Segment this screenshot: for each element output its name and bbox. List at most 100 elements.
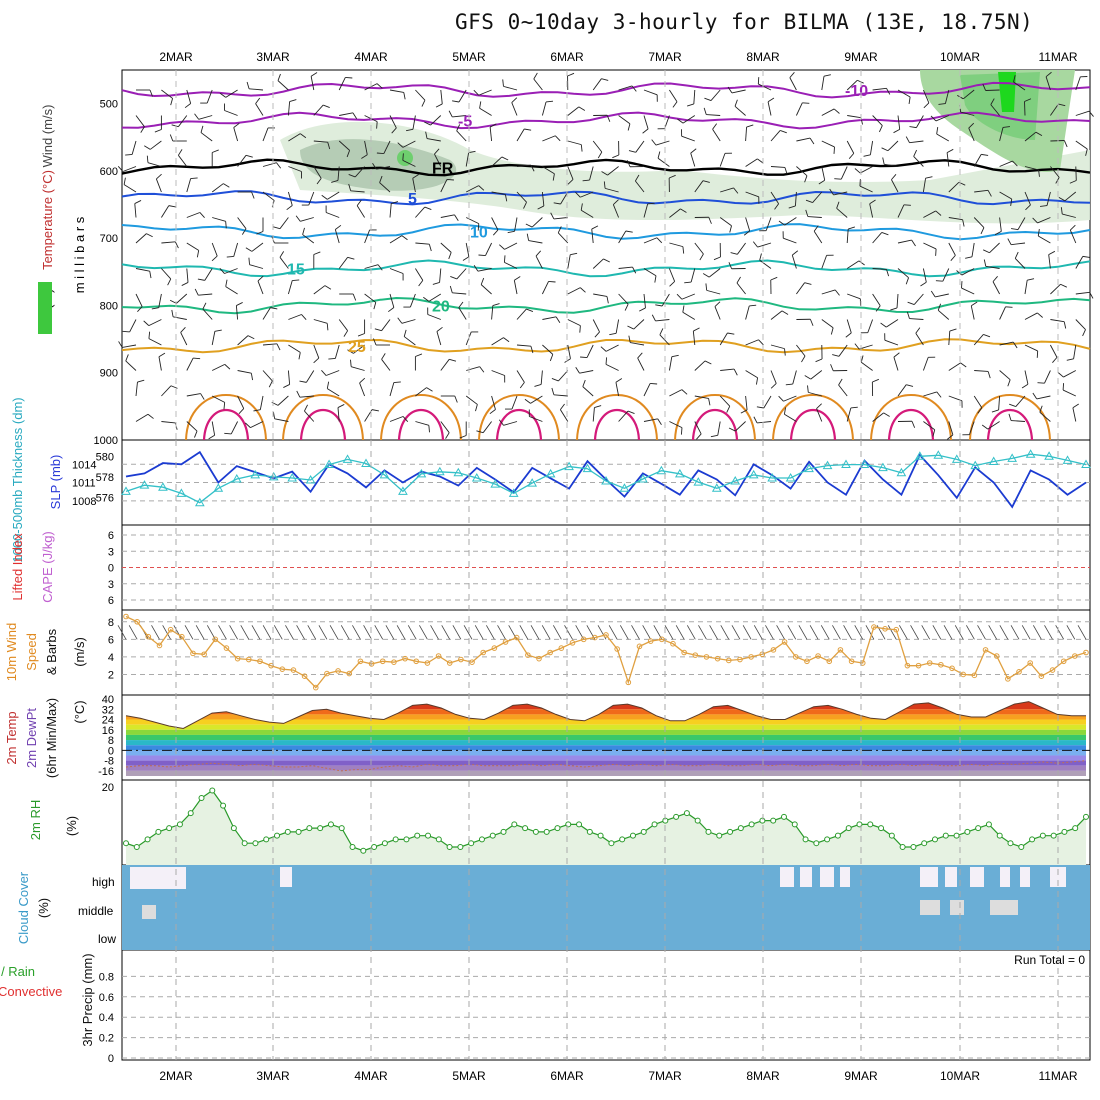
rh2m-point — [371, 843, 378, 850]
wind10m-barb — [664, 625, 674, 640]
barb-flag — [171, 309, 174, 317]
barb — [1075, 291, 1090, 295]
chart-title: GFS 0~10day 3-hourly for BILMA (13E, 18.… — [455, 10, 1034, 34]
barb — [389, 382, 395, 397]
barb — [893, 356, 899, 371]
barb-flag — [177, 149, 183, 156]
barb — [1064, 191, 1077, 202]
barb-flag — [702, 273, 710, 278]
tick-pressure: 500 — [100, 99, 118, 111]
barb — [327, 191, 340, 200]
thickness-point — [582, 463, 593, 473]
wind10m-point — [759, 651, 766, 658]
barb — [186, 242, 199, 251]
thickness-point — [785, 472, 796, 482]
barb — [731, 89, 746, 94]
barb-flag — [347, 349, 354, 354]
barb — [745, 339, 759, 346]
slp-thickness-plot: 576 578 580 1008 1011 1014 — [72, 449, 1091, 509]
wind10m-point — [1005, 676, 1011, 682]
barb — [389, 293, 395, 308]
barb-flag — [823, 74, 831, 77]
barb-flag — [324, 285, 332, 290]
rh2m-point — [123, 840, 129, 847]
barb-flag — [379, 175, 383, 183]
barb — [690, 268, 696, 283]
cloud-gap — [920, 867, 938, 887]
barb-flag — [854, 168, 861, 174]
temp-band — [126, 755, 1086, 761]
barb-flag — [1025, 204, 1031, 211]
temp-band — [126, 740, 1086, 746]
temp-band — [126, 734, 1086, 741]
barb — [516, 308, 527, 320]
barb — [946, 152, 950, 167]
rh2m-point — [899, 843, 906, 850]
wind10m-barb — [564, 625, 573, 640]
barb — [122, 166, 137, 172]
barb — [434, 153, 442, 167]
barb — [186, 357, 194, 371]
barb — [155, 178, 162, 193]
barb-flag — [1052, 357, 1058, 363]
barb-flag — [462, 256, 470, 261]
date-label-top: 4MAR — [354, 50, 388, 64]
wind10m-point — [357, 658, 364, 665]
barb — [719, 153, 726, 167]
wind10m-point — [692, 652, 699, 658]
barb — [999, 341, 1014, 346]
barb-flag — [890, 307, 898, 311]
barb — [923, 210, 936, 218]
barb-flag — [567, 72, 575, 77]
barb-flag — [728, 427, 736, 432]
wind10m-barb — [787, 625, 797, 640]
barb-flag — [987, 371, 991, 379]
barb — [430, 115, 442, 126]
rh2m-point — [414, 832, 421, 839]
barb — [516, 191, 527, 203]
wind10m-point — [458, 656, 464, 663]
barb — [389, 416, 404, 422]
wind10m-point — [290, 667, 297, 673]
slp-line — [125, 450, 1087, 509]
barb-flag — [818, 179, 825, 185]
barb-flag — [184, 103, 191, 109]
barb-flag — [415, 353, 423, 357]
rh2m-point — [1007, 840, 1014, 847]
rh2m-point — [435, 836, 442, 843]
date-label-bottom: 9MAR — [844, 1069, 878, 1083]
barb-flag — [783, 407, 787, 415]
barb-flag — [374, 328, 382, 332]
label-precip-axis: 3hr Precip (mm) — [80, 953, 95, 1046]
barb-flag — [478, 185, 485, 191]
barb-flag — [391, 127, 397, 134]
barb-flag — [1007, 238, 1012, 245]
barb-flag — [1027, 278, 1035, 281]
barb-flag — [770, 276, 778, 281]
wind10m-barb — [229, 625, 238, 640]
barb-flag — [276, 162, 282, 169]
barb — [186, 212, 201, 218]
barb — [359, 382, 366, 397]
date-label-top: 3MAR — [256, 50, 290, 64]
barb — [389, 268, 404, 274]
barb-flag — [804, 282, 812, 285]
barb-flag — [238, 408, 245, 415]
rh2m-point — [608, 840, 615, 847]
thickness-line — [125, 453, 1087, 504]
rh2m-point — [295, 828, 302, 835]
label-rh2m: 2m RH — [28, 800, 43, 840]
rh2m-point — [683, 810, 690, 817]
barb — [999, 191, 1012, 200]
barb — [149, 140, 162, 150]
wind10m-point — [781, 639, 788, 645]
barb — [255, 103, 264, 116]
barb — [618, 115, 631, 125]
rh2m-point — [640, 828, 647, 835]
barb — [720, 187, 734, 193]
barb — [1075, 319, 1086, 330]
barb — [381, 359, 391, 371]
rh2m-point — [824, 836, 831, 843]
temp-band — [126, 765, 1086, 771]
barb-flag — [194, 113, 200, 120]
